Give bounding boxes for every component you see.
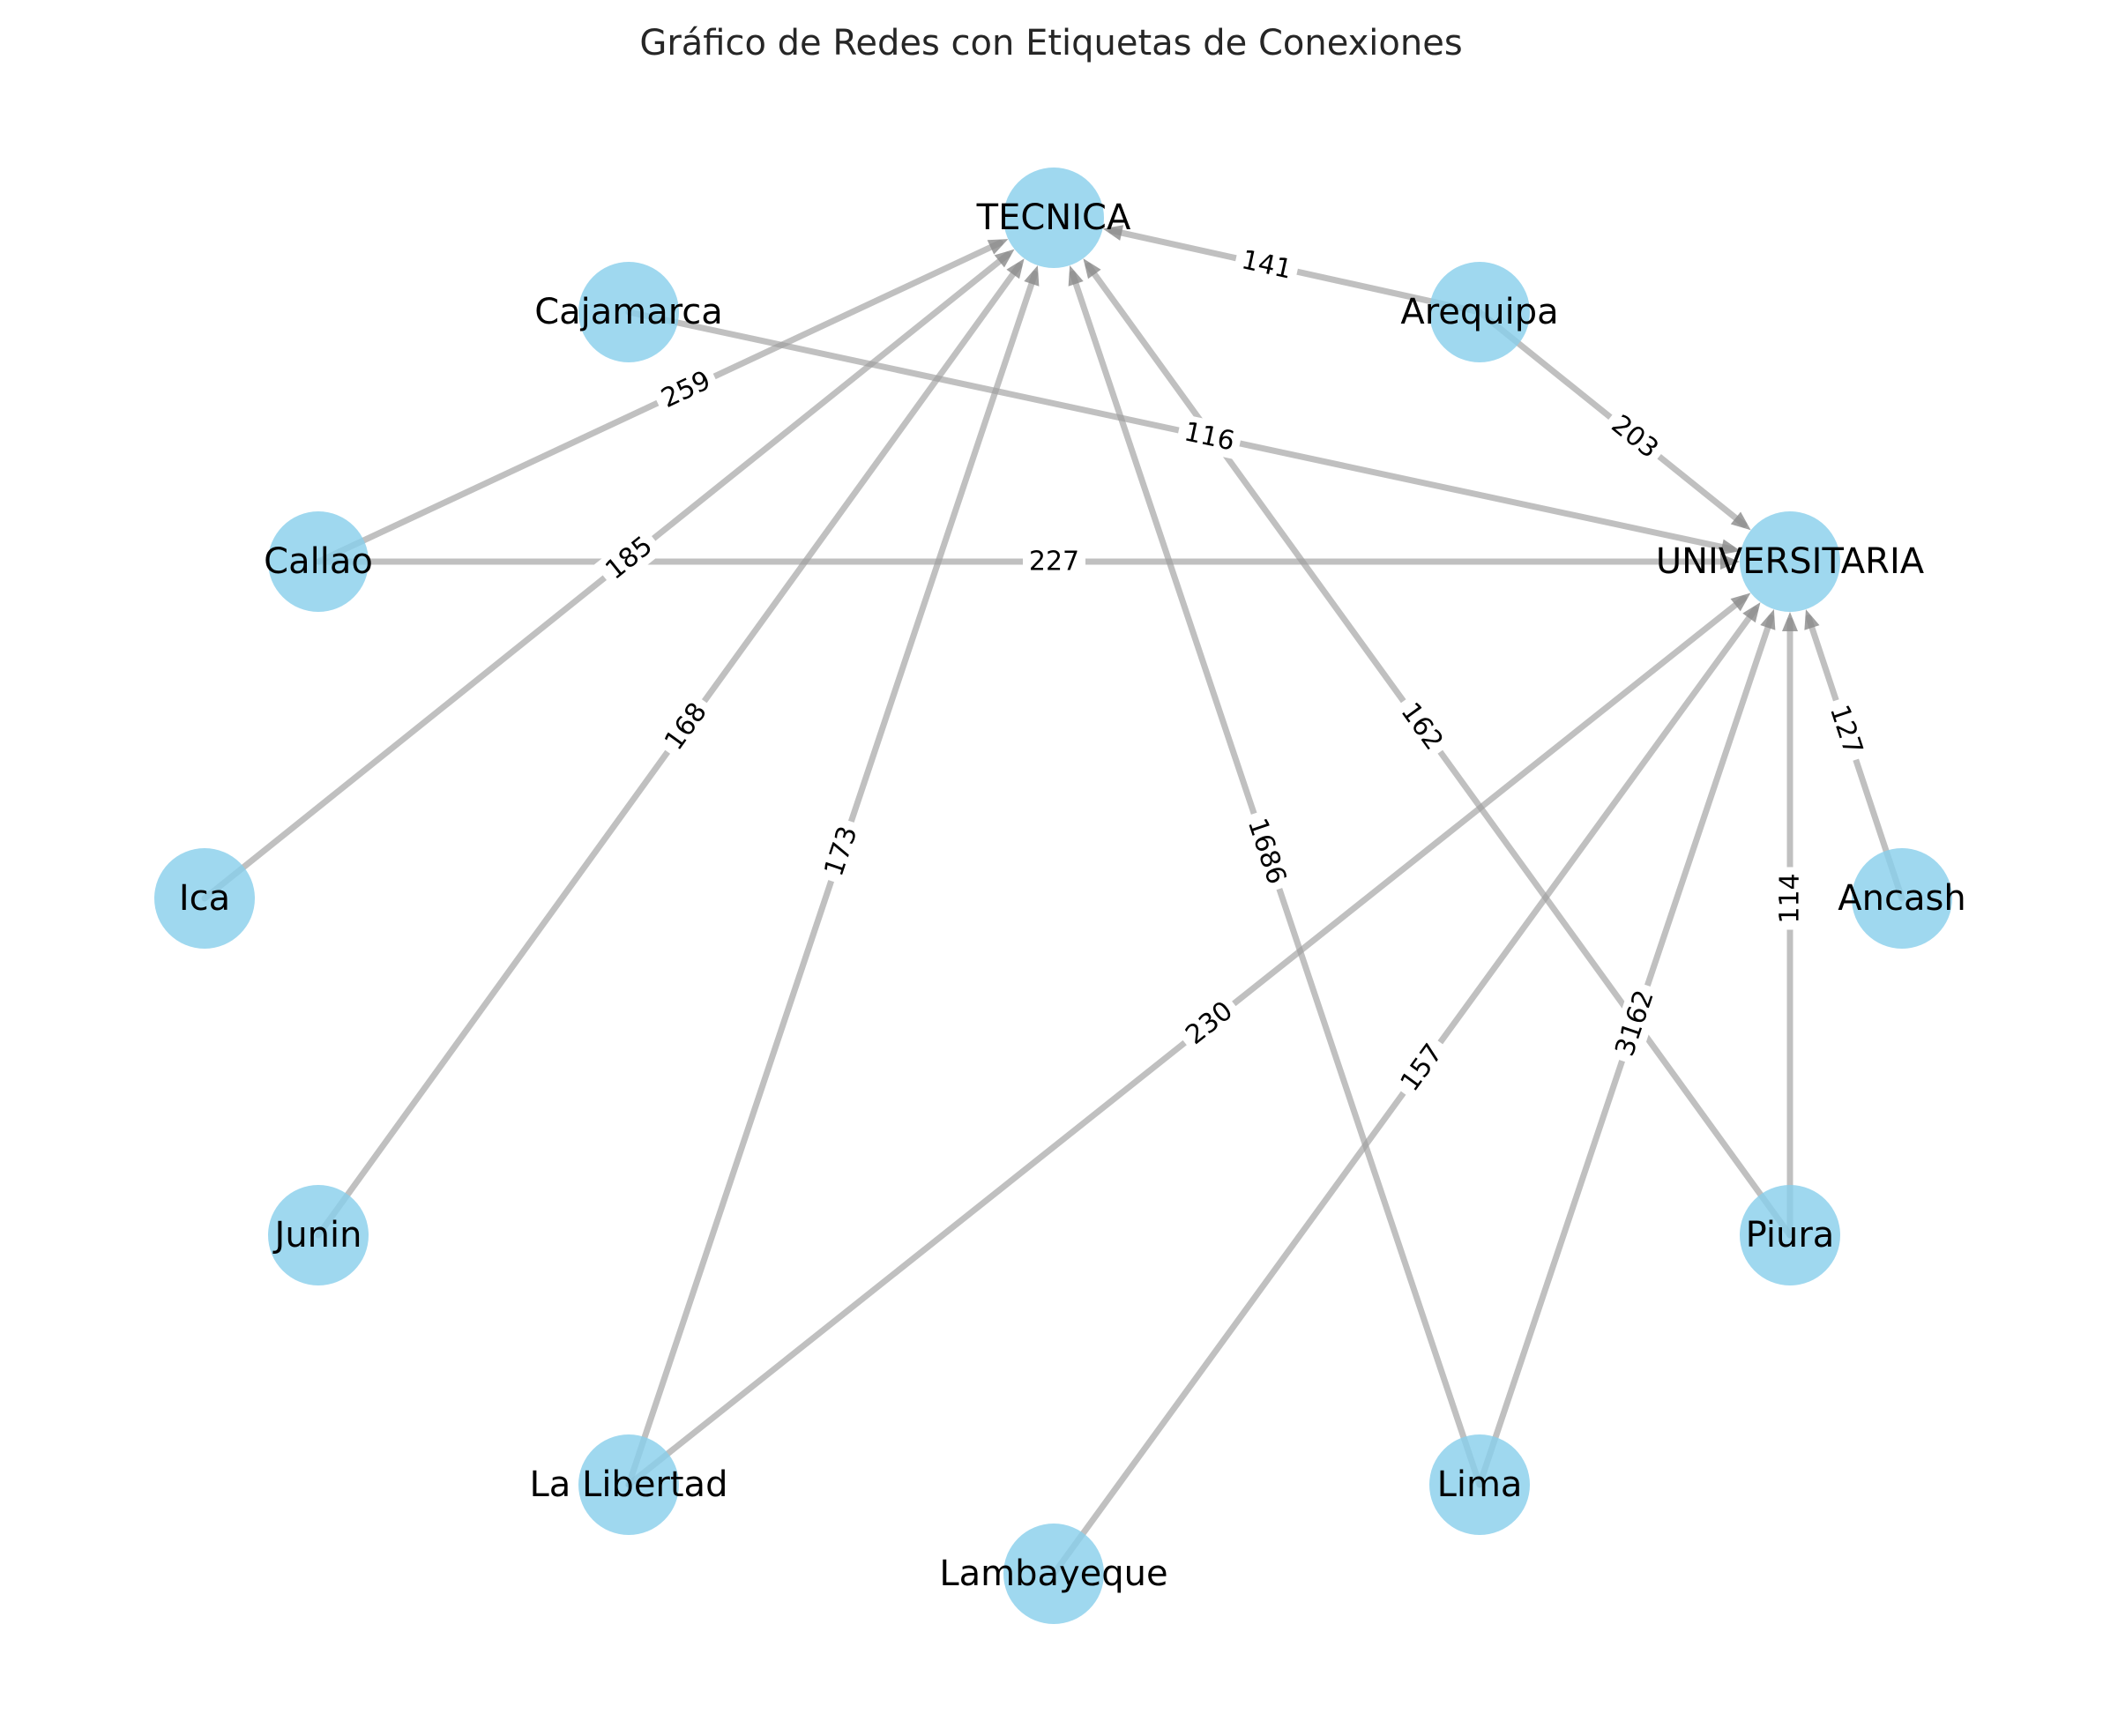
edge-label: 114: [1775, 873, 1806, 923]
edge-arrowhead: [1006, 258, 1025, 279]
edge-label-background: [1238, 808, 1295, 895]
edge-label-background: [1232, 242, 1301, 288]
edge-label-background: [1820, 695, 1872, 765]
edge-arrowhead: [1720, 554, 1740, 570]
edge-arrowhead: [1742, 602, 1761, 623]
edge-label-background: [593, 525, 665, 592]
edge-arrowhead: [1102, 225, 1124, 241]
edge-label-background: [1023, 545, 1085, 578]
edge-arrowhead: [1068, 265, 1084, 287]
node-junin: [268, 1185, 369, 1285]
edge-label: 173: [818, 823, 863, 880]
edge-label: 141: [1239, 244, 1294, 286]
node-ica: [154, 848, 255, 949]
node-label-tecnica: TECNICA: [976, 197, 1131, 238]
edge-label-background: [1606, 980, 1664, 1067]
node-label-universitaria: UNIVERSITARIA: [1656, 541, 1925, 582]
node-piura: [1740, 1185, 1840, 1285]
edge-arrowhead: [994, 249, 1015, 268]
edge-label-group: 168: [653, 691, 719, 762]
edge-arrowhead: [1804, 609, 1820, 630]
node-label-cajamarca: Cajamarca: [534, 292, 723, 332]
edge-labels-layer: 1412031162592271851681732301686316215716…: [593, 242, 1872, 1103]
chart-title: Gráfico de Redes con Etiquetas de Conexi…: [639, 23, 1462, 63]
edge-label-background: [815, 816, 868, 887]
edge-label-background: [1175, 414, 1244, 460]
edge-label-background: [1174, 990, 1245, 1056]
edge-label-group: 227: [1023, 545, 1085, 578]
edge-label-group: 116: [1175, 414, 1244, 460]
node-labels-layer: TECNICA UNIVERSITARIA Arequipa Cajamarca Cal…: [179, 197, 1966, 1594]
node-label-arequipa: Arequipa: [1400, 292, 1558, 332]
edge-label-background: [650, 361, 722, 419]
edge-arrowhead: [1719, 539, 1741, 555]
node-universitaria: [1740, 511, 1840, 612]
edge-label: 116: [1182, 416, 1237, 457]
edge-arrowhead: [1782, 612, 1798, 631]
edge-label-group: 1686: [1238, 808, 1295, 895]
edge-arrowhead: [1083, 258, 1101, 279]
edge-label: 1686: [1242, 815, 1293, 889]
edge-label: 127: [1823, 701, 1868, 758]
edge-label-group: 173: [815, 816, 868, 887]
edge-arrowhead: [1730, 511, 1751, 531]
node-la-libertad: [578, 1434, 679, 1535]
node-label-ica: Ica: [179, 878, 230, 919]
node-label-lambayeque: Lambayeque: [939, 1553, 1167, 1594]
edge-label: 227: [1029, 547, 1079, 577]
edge-label-group: 162: [1390, 691, 1454, 762]
node-tecnica: [1003, 168, 1104, 268]
node-label-lima: Lima: [1437, 1464, 1523, 1505]
edge-label-group: 127: [1820, 695, 1872, 765]
edge-arrowhead: [1024, 265, 1040, 287]
node-label-junin: Junin: [272, 1215, 362, 1255]
edge-label-background: [1600, 404, 1670, 470]
edge-arrowhead: [1730, 592, 1751, 612]
edge-label-group: 141: [1232, 242, 1301, 288]
node-ancash: [1852, 848, 1952, 949]
edge-label-background: [1773, 867, 1807, 930]
node-label-ancash: Ancash: [1838, 878, 1965, 919]
nodes-layer: [154, 168, 1952, 1624]
node-callao: [268, 511, 369, 612]
edge-label-group: 114: [1773, 867, 1807, 930]
edge-label-background: [1390, 1032, 1454, 1103]
edge-label-group: 157: [1390, 1032, 1454, 1103]
edge-arrowhead: [1760, 609, 1776, 630]
node-lambayeque: [1003, 1524, 1104, 1624]
node-label-piura: Piura: [1746, 1215, 1835, 1255]
node-lima: [1429, 1434, 1530, 1535]
edge-label-group: 259: [650, 361, 722, 419]
node-arequipa: [1429, 262, 1530, 362]
edge-label-background: [1390, 691, 1454, 762]
edge-arrowhead: [987, 239, 1009, 255]
node-label-la-libertad: La Libertad: [530, 1464, 728, 1505]
node-cajamarca: [578, 262, 679, 362]
edge-label-background: [653, 691, 719, 762]
node-label-callao: Callao: [264, 541, 373, 582]
